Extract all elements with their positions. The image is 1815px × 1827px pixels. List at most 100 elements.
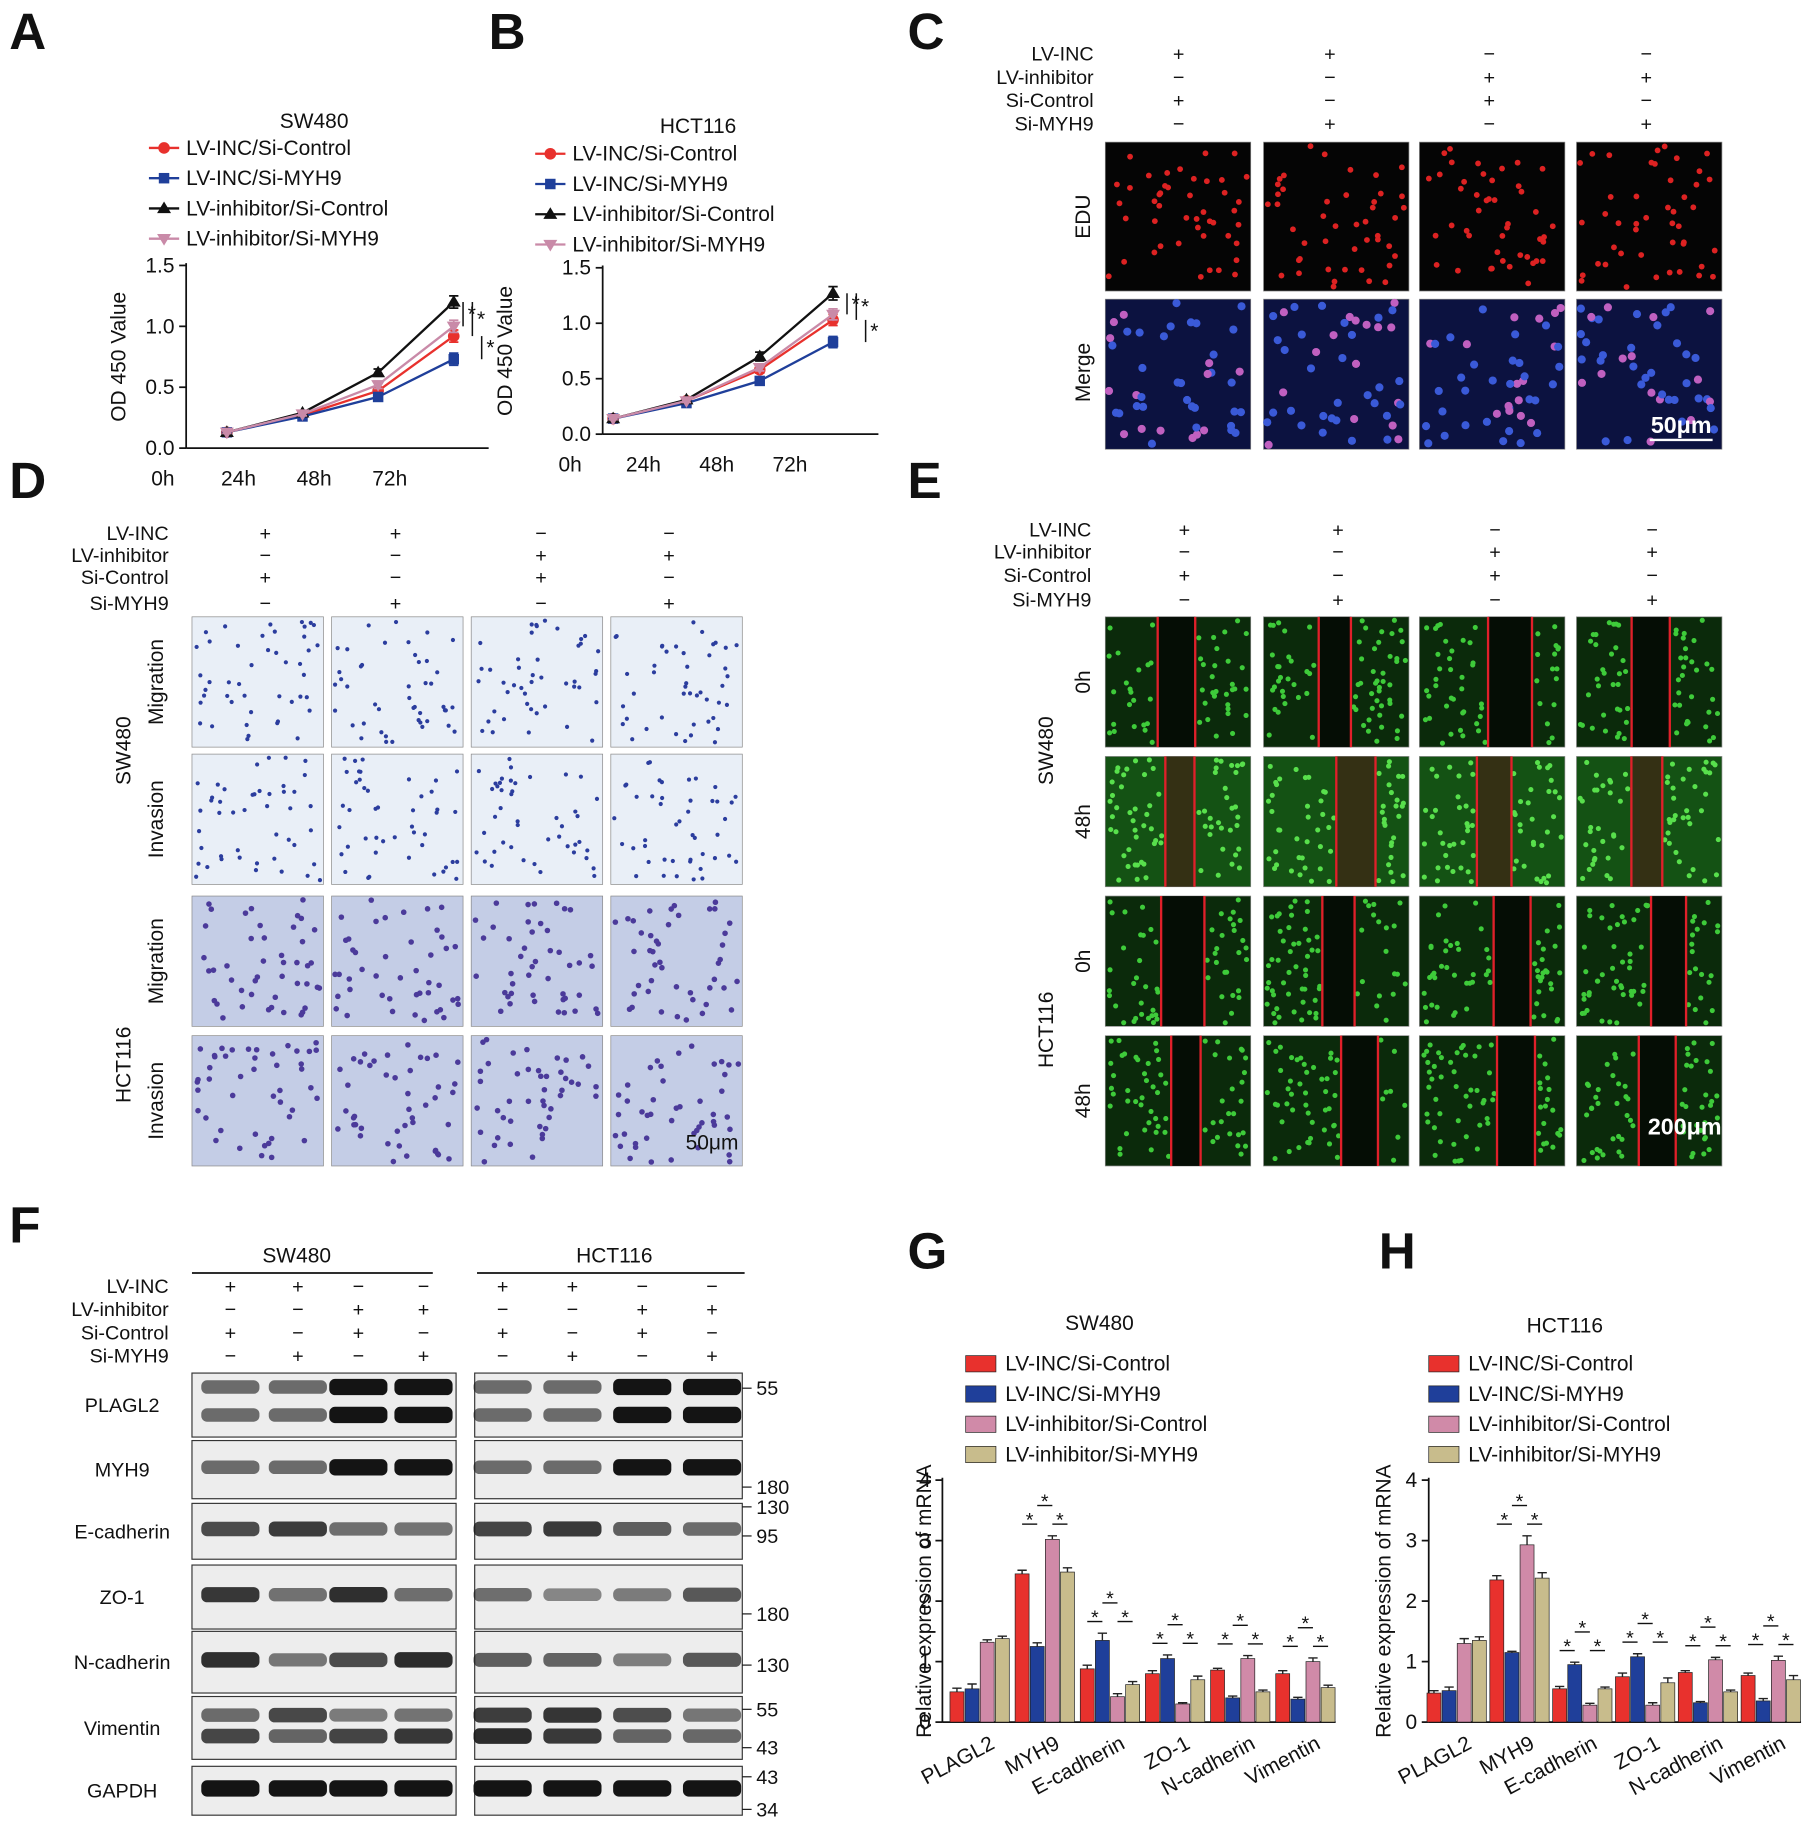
cell xyxy=(1304,908,1310,914)
point xyxy=(827,336,839,348)
cell xyxy=(382,914,389,921)
marker-label: 43 xyxy=(756,1767,778,1789)
cell xyxy=(1611,621,1617,627)
cell xyxy=(1463,1134,1469,1140)
cell xyxy=(1127,809,1133,816)
cell xyxy=(699,1010,706,1017)
cell xyxy=(498,805,503,811)
cell xyxy=(1296,1145,1302,1151)
legend-swatch xyxy=(1428,1355,1460,1373)
cell xyxy=(1200,661,1206,668)
cell xyxy=(345,844,350,849)
cell xyxy=(1552,651,1558,657)
cell xyxy=(593,1083,599,1090)
cell xyxy=(1454,940,1460,946)
band xyxy=(543,1521,602,1537)
cell xyxy=(1665,774,1671,780)
cell xyxy=(711,976,718,983)
cell xyxy=(297,661,303,667)
cell xyxy=(1548,986,1555,992)
cell xyxy=(432,872,437,877)
cell xyxy=(1212,663,1218,669)
cell xyxy=(1579,1010,1585,1017)
cell xyxy=(1291,681,1297,688)
cell xyxy=(1665,830,1671,836)
cell xyxy=(1266,856,1272,862)
cell xyxy=(1557,970,1563,976)
legend-swatch xyxy=(965,1415,997,1433)
cell xyxy=(1205,716,1211,723)
cell xyxy=(1702,1135,1708,1141)
cell xyxy=(1658,390,1667,399)
cell xyxy=(1292,898,1298,904)
cell xyxy=(1625,706,1631,712)
cell xyxy=(1324,198,1330,205)
cell xyxy=(1479,705,1485,711)
cell xyxy=(652,663,657,668)
cell xyxy=(311,926,318,933)
condition-sign: + xyxy=(1641,113,1653,135)
cell xyxy=(298,1061,305,1067)
cell xyxy=(544,927,551,934)
cell xyxy=(1539,258,1546,264)
cell xyxy=(1156,202,1163,209)
cell xyxy=(1463,1052,1469,1058)
cell xyxy=(589,963,595,969)
condition-sign: − xyxy=(636,1346,648,1368)
cell xyxy=(277,694,282,699)
cell xyxy=(1218,825,1224,831)
cell xyxy=(1111,689,1117,695)
cell xyxy=(1214,945,1220,952)
group-label: SW480 xyxy=(112,716,135,785)
cell xyxy=(1159,332,1168,341)
condition-sign: − xyxy=(1173,113,1185,135)
cell xyxy=(1109,318,1118,327)
cell xyxy=(295,736,300,741)
cell xyxy=(1619,1153,1625,1159)
y-tick-label: 0.0 xyxy=(145,437,174,460)
cell xyxy=(1106,992,1113,999)
cell xyxy=(1703,724,1709,730)
cell xyxy=(1581,1157,1587,1163)
cell xyxy=(1680,776,1686,782)
cell xyxy=(1213,765,1219,771)
cell xyxy=(275,719,281,724)
cell xyxy=(710,1118,717,1125)
cell xyxy=(1270,622,1276,628)
sig-label: * xyxy=(486,337,494,360)
cell xyxy=(1595,1100,1601,1107)
cell xyxy=(1273,336,1282,345)
cell xyxy=(1277,776,1283,782)
cell xyxy=(1390,878,1396,885)
cell xyxy=(1609,903,1615,909)
cell xyxy=(1431,339,1440,348)
cell xyxy=(366,623,371,628)
cell xyxy=(726,1062,732,1068)
cell xyxy=(1117,1151,1123,1157)
cell xyxy=(1382,822,1388,828)
point xyxy=(679,396,694,408)
cell xyxy=(1622,1083,1628,1089)
band xyxy=(473,1707,532,1723)
cell xyxy=(1154,1089,1161,1096)
bar xyxy=(1210,1669,1225,1723)
cell xyxy=(1691,1040,1697,1046)
cell xyxy=(383,1072,390,1078)
cell xyxy=(1132,806,1138,812)
cell xyxy=(1473,900,1479,906)
micrograph xyxy=(610,616,743,748)
cell xyxy=(1163,1116,1169,1122)
cell xyxy=(257,788,262,794)
error-bar xyxy=(1758,1697,1768,1701)
cell xyxy=(1684,718,1690,724)
error-bar xyxy=(1278,1669,1288,1674)
cell xyxy=(674,822,679,827)
cell xyxy=(1137,392,1146,402)
cell xyxy=(302,624,307,629)
cell xyxy=(1279,688,1286,694)
cell xyxy=(712,856,718,861)
cell xyxy=(1108,341,1117,350)
cell xyxy=(1330,283,1337,290)
cell xyxy=(1604,873,1610,879)
cell xyxy=(244,722,249,728)
